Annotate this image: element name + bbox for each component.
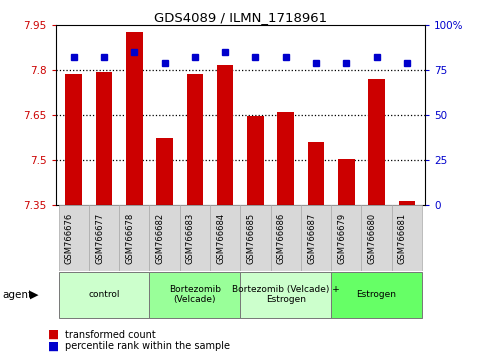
Text: GSM766679: GSM766679 [337, 213, 346, 264]
Bar [96, 72, 113, 205]
Bar [217, 65, 233, 205]
Text: transformed count: transformed count [65, 330, 156, 339]
Text: GSM766687: GSM766687 [307, 213, 316, 264]
Bar [308, 142, 325, 205]
Text: GSM766684: GSM766684 [216, 213, 225, 264]
Text: control: control [88, 290, 120, 299]
Bar [398, 201, 415, 205]
Bar [180, 205, 210, 271]
Bar [149, 272, 241, 318]
Bar [270, 205, 301, 271]
Bar [247, 116, 264, 205]
Text: GSM766685: GSM766685 [246, 213, 256, 264]
Text: GSM766686: GSM766686 [277, 213, 286, 264]
Text: percentile rank within the sample: percentile rank within the sample [65, 341, 230, 351]
Text: Estrogen: Estrogen [356, 290, 397, 299]
Text: GSM766676: GSM766676 [65, 213, 74, 264]
Text: GSM766677: GSM766677 [95, 213, 104, 264]
Text: ■: ■ [48, 340, 59, 353]
Bar [338, 159, 355, 205]
Bar [368, 79, 385, 205]
Bar [277, 112, 294, 205]
Bar [126, 32, 142, 205]
Text: ▶: ▶ [30, 290, 39, 300]
Bar [58, 272, 149, 318]
Text: Bortezomib
(Velcade): Bortezomib (Velcade) [169, 285, 221, 304]
Bar [392, 205, 422, 271]
Bar [331, 205, 361, 271]
Title: GDS4089 / ILMN_1718961: GDS4089 / ILMN_1718961 [154, 11, 327, 24]
Bar [331, 272, 422, 318]
Text: GSM766682: GSM766682 [156, 213, 165, 264]
Bar [241, 205, 270, 271]
Text: GSM766680: GSM766680 [368, 213, 377, 264]
Text: agent: agent [2, 290, 32, 300]
Bar [241, 272, 331, 318]
Bar [65, 74, 82, 205]
Bar [58, 205, 89, 271]
Bar [186, 74, 203, 205]
Text: GSM766681: GSM766681 [398, 213, 407, 264]
Bar [361, 205, 392, 271]
Bar [89, 205, 119, 271]
Bar [149, 205, 180, 271]
Bar [301, 205, 331, 271]
Text: ■: ■ [48, 328, 59, 341]
Text: GSM766678: GSM766678 [125, 213, 134, 264]
Bar [210, 205, 241, 271]
Bar [156, 138, 173, 205]
Text: Bortezomib (Velcade) +
Estrogen: Bortezomib (Velcade) + Estrogen [232, 285, 340, 304]
Text: GSM766683: GSM766683 [186, 213, 195, 264]
Bar [119, 205, 149, 271]
